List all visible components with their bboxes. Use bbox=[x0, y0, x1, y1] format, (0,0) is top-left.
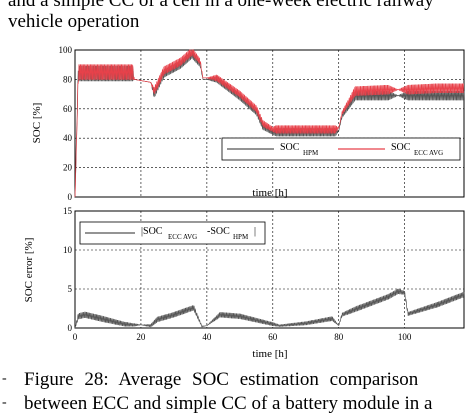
legend-label-sub: ECC AVG bbox=[168, 233, 197, 241]
y-tick-label: 40 bbox=[63, 133, 73, 143]
legend-label-ecc-sub: ECC AVG bbox=[414, 149, 443, 157]
y-tick-label: 0 bbox=[68, 192, 73, 200]
legend-label-part: -SOC bbox=[207, 226, 230, 237]
y-tick-label: 20 bbox=[63, 163, 73, 173]
y-axis-label: SOC [%] bbox=[31, 103, 43, 144]
figure-caption-line: Figure 28: Average SOC estimation compar… bbox=[24, 369, 419, 390]
y-tick-label: 100 bbox=[59, 45, 73, 55]
x-tick-label: 20 bbox=[136, 332, 146, 342]
legend-label-part: |SOC bbox=[141, 226, 163, 237]
x-axis-label: time [h] bbox=[252, 187, 287, 199]
chart-legend: |SOC ECC AVG -SOC HPM | bbox=[79, 221, 266, 245]
y-tick-label: 15 bbox=[63, 206, 73, 216]
x-tick-label: 0 bbox=[73, 332, 78, 342]
y-axis-label: SOC error [%] bbox=[23, 238, 35, 303]
legend-label-hpm-sub: HPM bbox=[303, 149, 319, 157]
series-line-soc-ecc-avg bbox=[74, 49, 464, 198]
series-line--soc-ecc-avg-soc-hpm- bbox=[74, 288, 465, 329]
chart-legend: SOC HPM SOC ECC AVG bbox=[221, 137, 461, 161]
x-tick-label: 40 bbox=[202, 332, 212, 342]
body-text-line: and a simple CC of a cell in a one-week … bbox=[8, 0, 434, 11]
figure-caption-line: between ECC and simple CC of a battery m… bbox=[24, 393, 433, 414]
x-tick-label: 80 bbox=[334, 332, 344, 342]
x-tick-label: 60 bbox=[268, 332, 278, 342]
y-tick-label: 10 bbox=[63, 245, 73, 255]
legend-label-ecc-main: SOC bbox=[391, 142, 411, 153]
y-tick-label: 80 bbox=[63, 74, 73, 84]
x-tick-label: 100 bbox=[398, 332, 412, 342]
plot-frame bbox=[74, 49, 465, 198]
x-axis-label: time [h] bbox=[252, 348, 287, 360]
list-bullet: - bbox=[2, 371, 7, 386]
plot-frame bbox=[74, 210, 465, 329]
y-tick-label: 60 bbox=[63, 104, 73, 114]
legend-label-part: | bbox=[254, 226, 256, 237]
y-tick-label: 5 bbox=[68, 284, 73, 294]
body-text-line: vehicle operation bbox=[8, 11, 140, 32]
y-tick-label: 0 bbox=[68, 323, 73, 333]
list-bullet: - bbox=[2, 395, 7, 410]
legend-label-sub: HPM bbox=[233, 233, 249, 241]
legend-label-hpm-main: SOC bbox=[280, 142, 300, 153]
